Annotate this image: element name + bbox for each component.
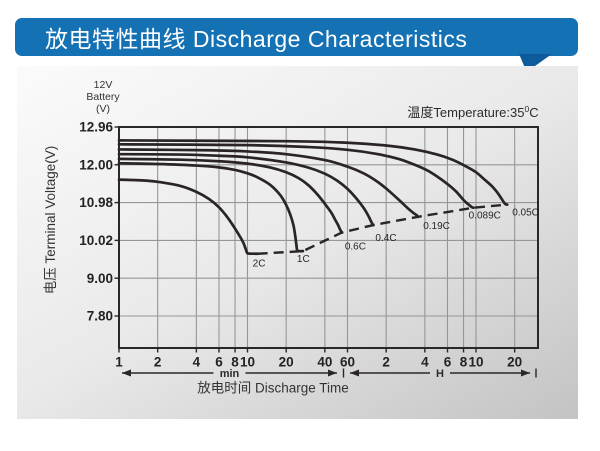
y-tick-label: 9.00 (87, 271, 113, 286)
cutoff-voltage-dashed-line (257, 203, 508, 255)
curve-label-1C: 1C (297, 254, 310, 265)
y-tick-label: 10.98 (79, 195, 113, 210)
x-tick-label: 4 (421, 355, 429, 370)
y-tick-label: 12.96 (79, 120, 113, 135)
x-tick-label: 6 (444, 355, 452, 370)
unit-range-label-H: H (436, 368, 444, 380)
curve-0.089C (117, 142, 475, 210)
unit-range-label-min: min (220, 368, 240, 380)
curve-label-0.4C: 0.4C (375, 233, 396, 244)
x-tick-label: 6 (215, 355, 223, 370)
x-tick-label: 2 (382, 355, 390, 370)
battery-voltage-label: 12V (94, 79, 113, 91)
temperature-label: 温度Temperature:350C (407, 104, 538, 120)
y-tick-label: 10.02 (79, 233, 113, 248)
left-arrowhead-icon (122, 369, 131, 377)
curve-2C (117, 178, 260, 256)
left-arrowhead-icon (350, 369, 359, 377)
y-axis-title: 电压 Terminal Voltage(V) (43, 146, 58, 295)
page-title: 放电特性曲线 Discharge Characteristics (45, 26, 468, 52)
curve-1C (117, 161, 305, 253)
x-tick-label: 60 (340, 355, 355, 370)
x-tick-label: 8 (460, 355, 468, 370)
right-arrowhead-icon (521, 369, 530, 377)
plot-frame (118, 126, 539, 349)
battery-voltage-label: (V) (96, 103, 110, 115)
curve-label-0.19C: 0.19C (423, 221, 450, 232)
x-tick-label: 20 (279, 355, 294, 370)
x-tick-label: 20 (507, 355, 522, 370)
x-tick-label: 1 (115, 355, 123, 370)
x-tick-label: 4 (193, 355, 201, 370)
curve-0.4C (117, 152, 375, 227)
x-tick-label: 8 (231, 355, 239, 370)
curve-0.19C (117, 148, 420, 219)
curve-label-0.6C: 0.6C (345, 242, 366, 253)
battery-voltage-label: Battery (86, 91, 120, 103)
curve-0.05C (117, 139, 509, 206)
curve-label-0.05C: 0.05C (512, 208, 539, 219)
x-tick-label: 40 (317, 355, 332, 370)
x-tick-label: 10 (468, 355, 483, 370)
title-banner: 放电特性曲线 Discharge Characteristics (15, 18, 578, 56)
curve-label-2C: 2C (253, 259, 266, 270)
curve-label-0.089C: 0.089C (469, 211, 501, 222)
curve-0.6C (117, 157, 344, 234)
x-tick-label: 2 (154, 355, 162, 370)
x-axis-title: 放电时间 Discharge Time (197, 381, 349, 396)
y-tick-label: 12.00 (79, 157, 113, 172)
chart-panel (17, 66, 578, 419)
right-arrowhead-icon (328, 369, 337, 377)
x-tick-label: 10 (240, 355, 255, 370)
y-tick-label: 7.80 (87, 309, 113, 324)
